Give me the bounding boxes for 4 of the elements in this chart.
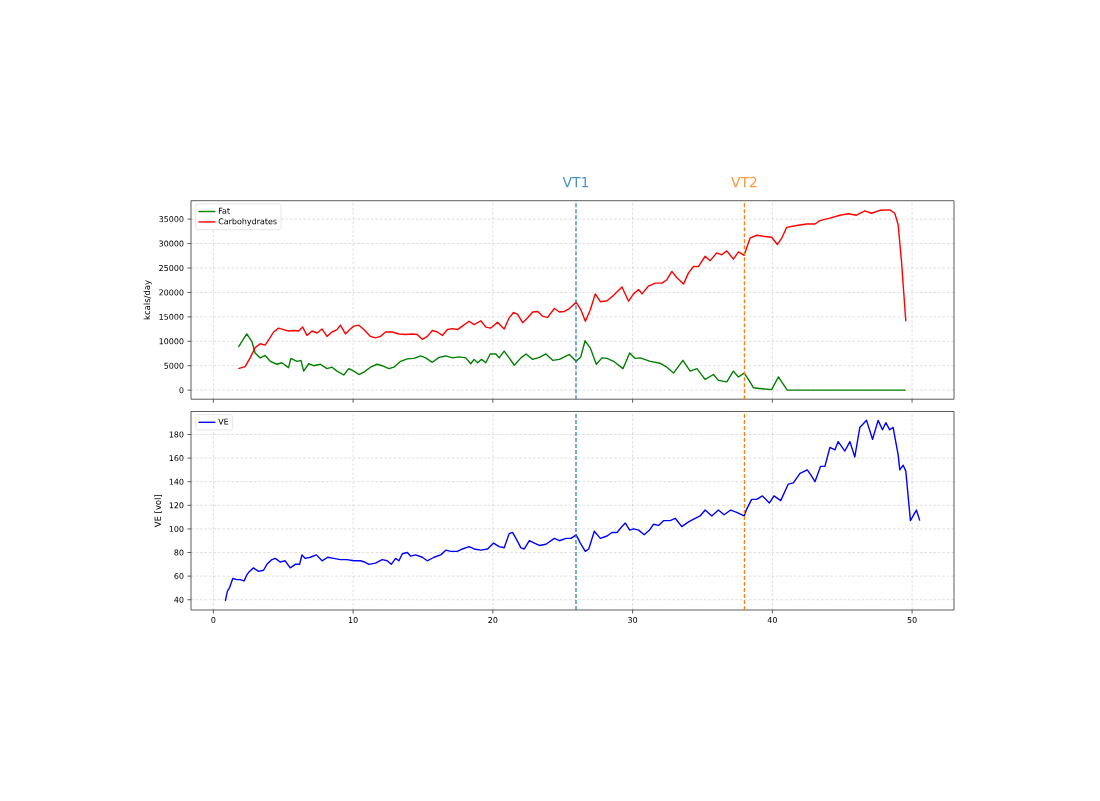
ref-line-label: VT2 bbox=[731, 176, 757, 188]
ref-line-label: VT1 bbox=[562, 177, 589, 188]
y-axis-title: VE [vol] bbox=[154, 494, 162, 528]
y-axis-title: kcals/day bbox=[143, 280, 152, 320]
